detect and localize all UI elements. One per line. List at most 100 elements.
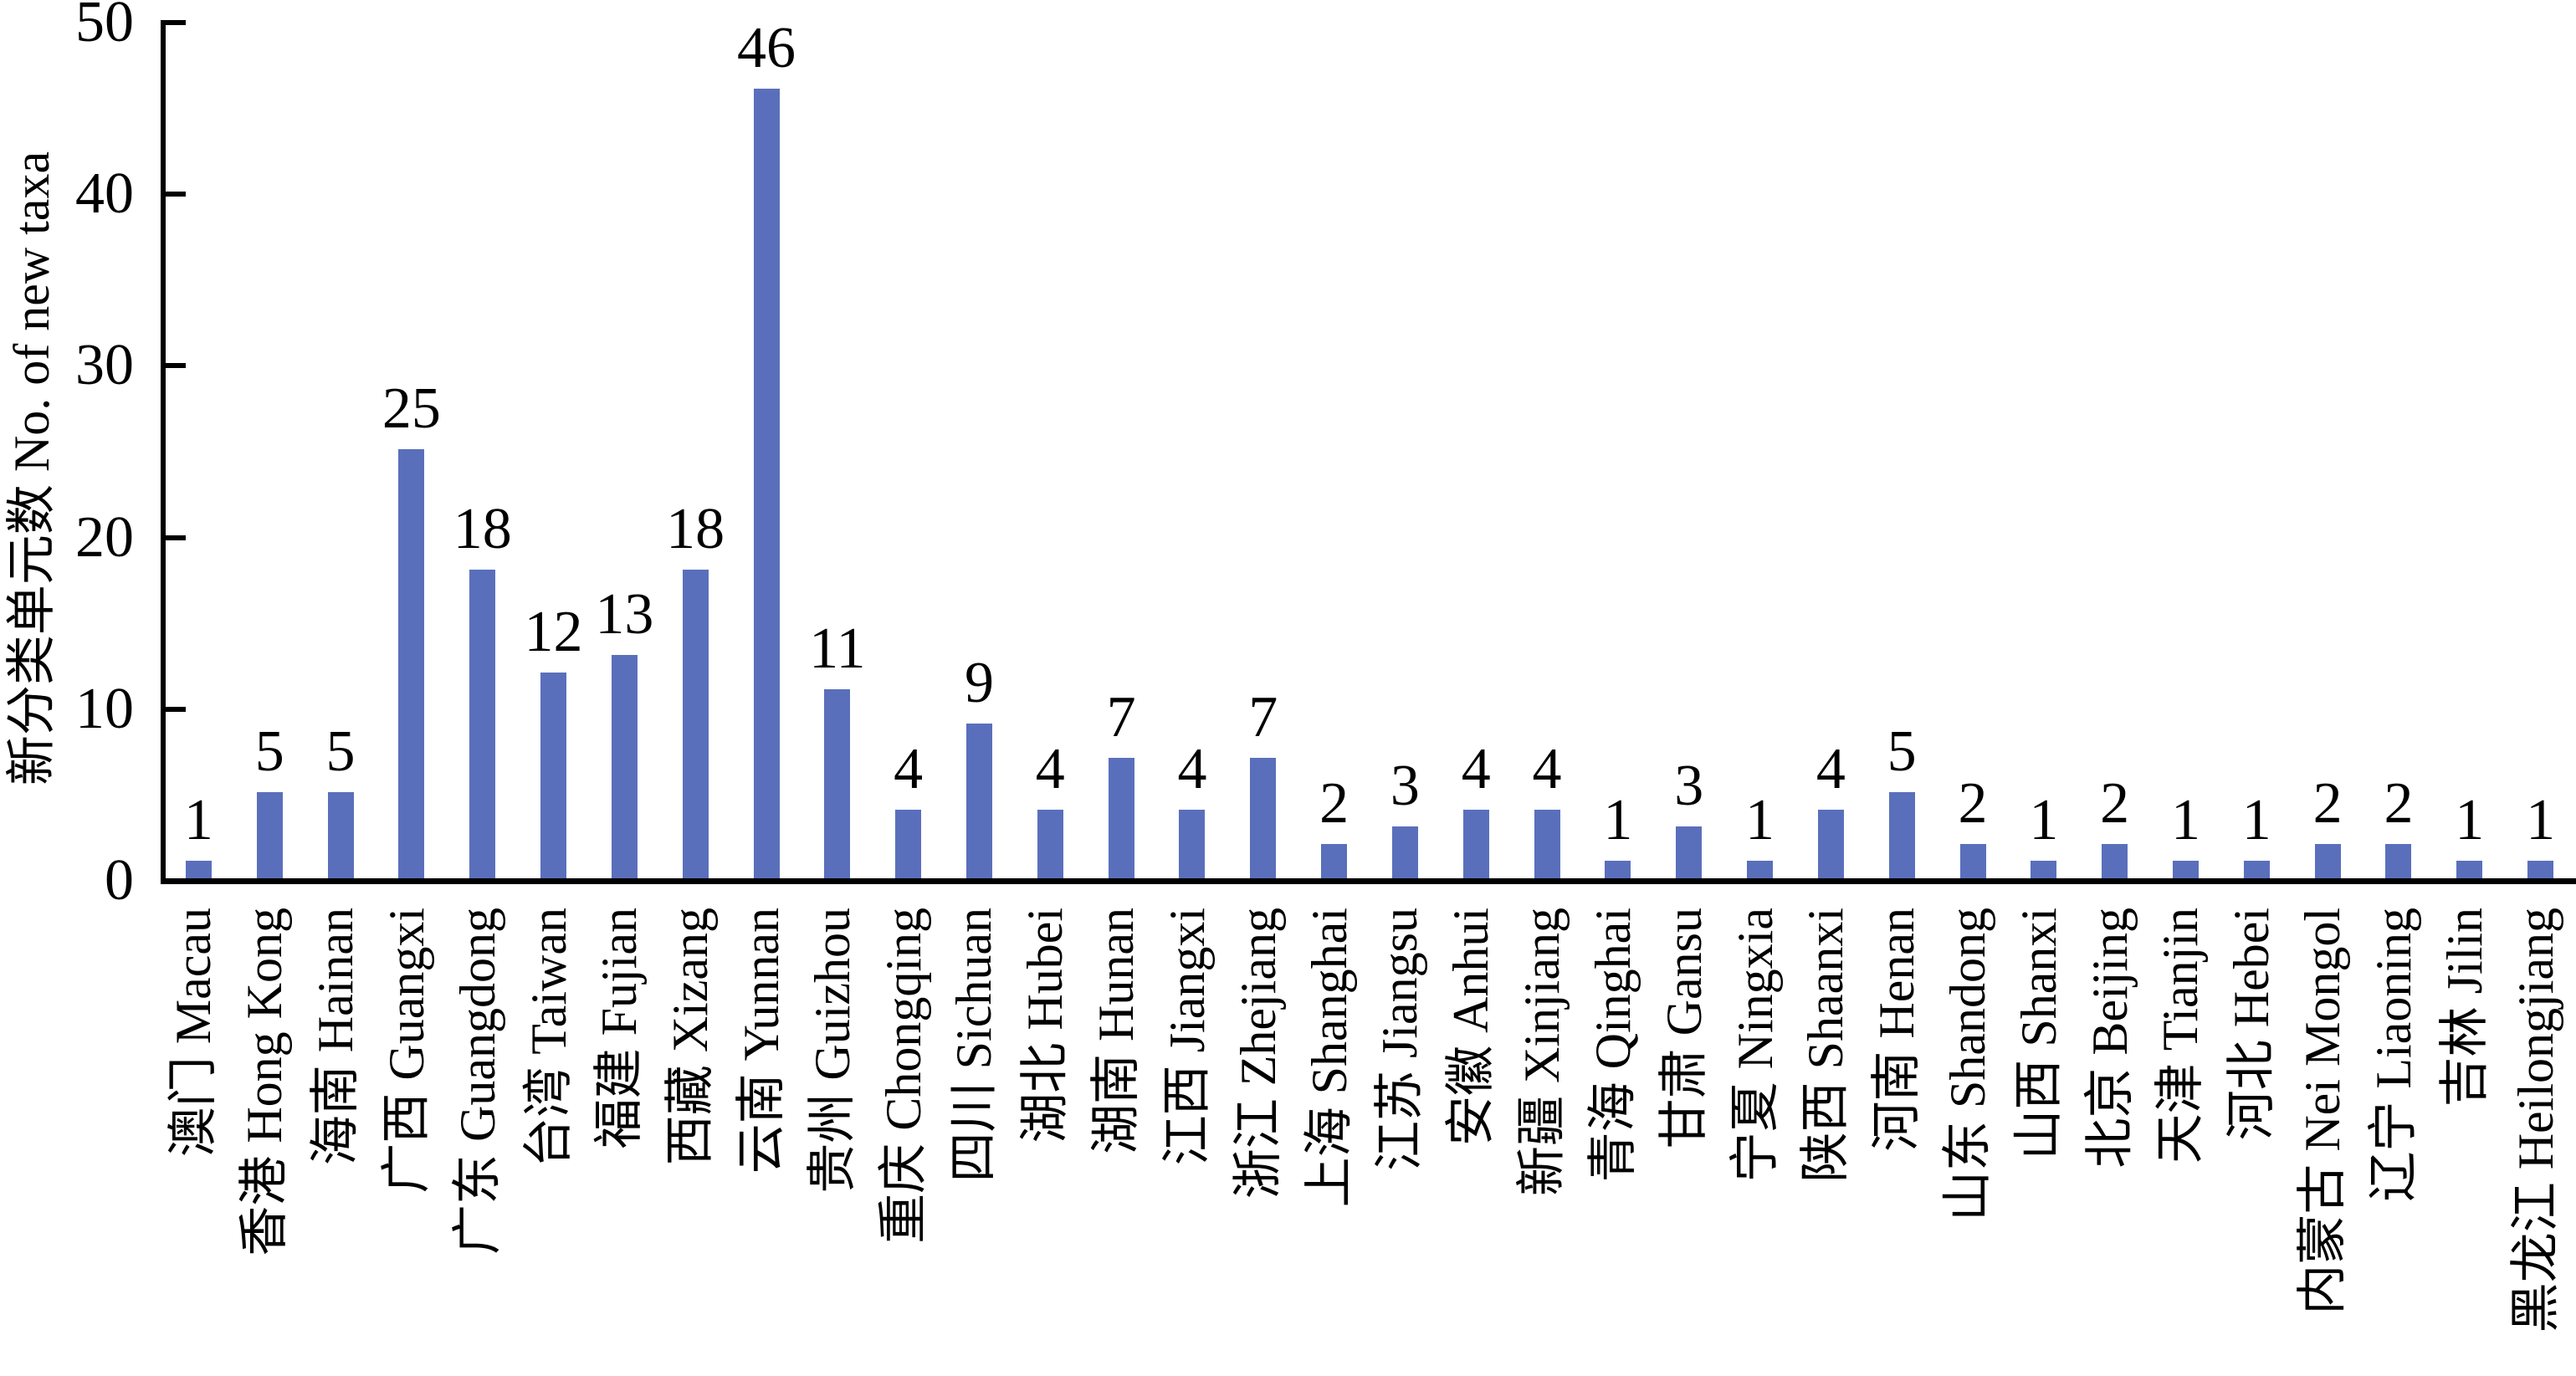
y-tick-label: 0: [105, 848, 134, 913]
y-tick-label: 30: [75, 333, 134, 398]
bar-value-label: 1: [2170, 788, 2200, 853]
y-tick-label: 50: [75, 0, 134, 54]
bar: [327, 792, 354, 878]
x-category-label-text: 湖北 Hubei: [1017, 908, 1073, 1143]
x-category-label-text: 北京 Beijing: [2082, 908, 2138, 1169]
x-category-label-text: 澳门 Macau: [166, 908, 222, 1158]
bar-value-label: 46: [737, 16, 796, 81]
bar: [540, 672, 567, 878]
bar: [1462, 809, 1489, 878]
bar-value-label: 2: [1319, 770, 1349, 836]
x-axis-spine: [161, 877, 2576, 884]
bar: [2243, 861, 2270, 878]
bar: [2385, 843, 2412, 878]
x-category-label-text: 江苏 Jiangsu: [1372, 908, 1428, 1171]
bar-value-label: 1: [1603, 788, 1633, 853]
x-category-label-text: 湖南 Hunan: [1088, 908, 1145, 1154]
bar: [2527, 861, 2554, 878]
bar: [1391, 826, 1418, 878]
bar: [1888, 792, 1915, 878]
x-category-label-text: 广西 Guangxi: [378, 908, 434, 1194]
x-category-label-text: 内蒙古 Nei Mongol: [2295, 908, 2351, 1315]
y-tick-label: 20: [75, 504, 134, 570]
x-category-label-text: 广东 Guangdong: [449, 908, 505, 1255]
bar: [1250, 758, 1277, 878]
x-category-label-text: 新疆 Xinjiang: [1514, 908, 1570, 1196]
x-category-label-text: 西藏 Xizang: [663, 908, 719, 1166]
bar: [398, 449, 425, 878]
x-category-label-text: 宁夏 Ningxia: [1727, 908, 1783, 1183]
bar-value-label: 1: [2029, 788, 2059, 853]
bar: [965, 724, 992, 878]
x-category-label-text: 安徽 Anhui: [1443, 908, 1499, 1146]
bar-value-label: 1: [2241, 788, 2271, 853]
bar: [1605, 861, 1631, 878]
bar: [2031, 861, 2057, 878]
bar-value-label: 5: [1887, 719, 1917, 785]
y-tick-mark: [166, 535, 186, 540]
y-tick-mark: [166, 706, 186, 712]
bar-value-label: 4: [894, 736, 924, 801]
bar: [1037, 809, 1063, 878]
bar-value-label: 2: [1958, 770, 1988, 836]
bar: [469, 569, 496, 878]
x-category-label-text: 吉林 Jilin: [2436, 908, 2492, 1107]
bar: [1108, 758, 1134, 878]
bar: [2456, 861, 2483, 878]
bar: [895, 809, 922, 878]
bar-value-label: 18: [666, 496, 725, 561]
x-category-label-text: 河南 Henan: [1869, 908, 1925, 1152]
bar: [185, 861, 212, 878]
bar-value-label: 7: [1248, 685, 1278, 750]
bar-value-label: 4: [1532, 736, 1562, 801]
y-tick-label: 10: [75, 676, 134, 741]
bar-value-label: 18: [453, 496, 512, 561]
bar-value-label: 2: [2100, 770, 2130, 836]
x-category-label-text: 云南 Yunnan: [734, 908, 789, 1174]
bar-value-label: 7: [1106, 685, 1136, 750]
x-category-label-text: 青海 Qinghai: [1585, 908, 1641, 1183]
bar: [611, 655, 638, 878]
x-category-label-text: 甘肃 Gansu: [1656, 908, 1712, 1149]
x-category-label-text: 江西 Jiangxi: [1159, 908, 1215, 1166]
x-category-label-text: 天津 Tianjin: [2153, 908, 2209, 1164]
y-tick-mark: [166, 363, 186, 369]
bar: [1747, 861, 1774, 878]
bar-value-label: 13: [595, 582, 654, 647]
bar-value-label: 1: [2526, 788, 2556, 853]
x-category-label-text: 上海 Shanghai: [1301, 908, 1357, 1208]
bar: [1534, 809, 1560, 878]
bar: [824, 689, 851, 878]
bar-value-label: 25: [382, 376, 441, 441]
y-axis-spine: [161, 20, 166, 883]
bar: [1676, 826, 1703, 878]
bar-value-label: 4: [1035, 736, 1065, 801]
bar-value-label: 4: [1815, 736, 1846, 801]
bar-value-label: 3: [1390, 754, 1420, 819]
x-category-label-text: 香港 Hong Kong: [237, 908, 293, 1256]
x-category-label-text: 四川 Sichuan: [946, 908, 1002, 1183]
bar-value-label: 5: [325, 719, 356, 785]
bar-value-label: 4: [1177, 736, 1207, 801]
bar: [256, 792, 283, 878]
bar-value-label: 12: [524, 599, 583, 664]
x-category-label-text: 山东 Shandong: [1940, 908, 1995, 1221]
y-tick-mark: [166, 192, 186, 197]
bar-value-label: 2: [2312, 770, 2343, 836]
bar-value-label: 11: [809, 616, 866, 682]
bar-value-label: 9: [964, 651, 994, 716]
x-category-label-text: 台湾 Taiwan: [520, 908, 576, 1168]
x-category-label-text: 河北 Hebei: [2224, 908, 2280, 1141]
x-category-label-text: 浙江 Zhejiang: [1230, 908, 1286, 1200]
y-tick-label: 40: [75, 161, 134, 227]
bar: [1179, 809, 1206, 878]
bar-value-label: 2: [2384, 770, 2414, 836]
x-category-label-text: 山西 Shanxi: [2010, 908, 2066, 1160]
x-category-label-text: 辽宁 Liaoning: [2365, 908, 2421, 1202]
x-category-label-text: 福建 Fujian: [592, 908, 648, 1149]
x-category-label-text: 贵州 Guizhou: [804, 908, 860, 1194]
bar: [753, 89, 780, 878]
bar-value-label: 4: [1461, 736, 1491, 801]
bar: [1817, 809, 1844, 878]
